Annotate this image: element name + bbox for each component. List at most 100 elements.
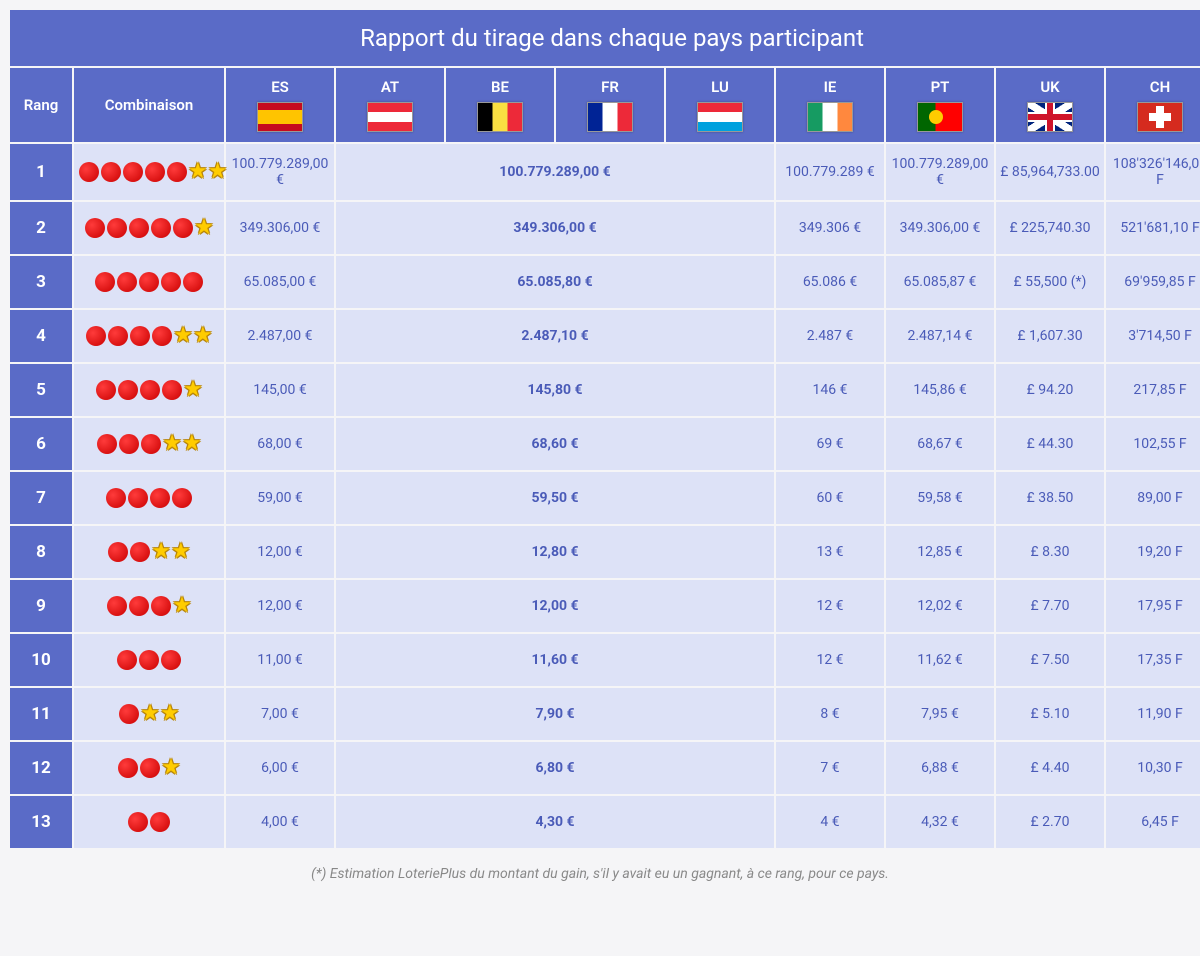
rank-cell: 8	[10, 526, 72, 578]
col-pt: PT	[886, 68, 994, 142]
ball-icon	[108, 542, 128, 562]
value-ie: 4 €	[776, 796, 884, 848]
star-icon: ★	[188, 161, 208, 183]
value-ie: 60 €	[776, 472, 884, 524]
combo-cell: ★	[74, 580, 224, 632]
combo-cell: ★	[74, 364, 224, 416]
value-ie: 13 €	[776, 526, 884, 578]
ball-icon	[117, 272, 137, 292]
country-code: AT	[340, 78, 440, 96]
ball-icon	[118, 758, 138, 778]
flag-ch-icon	[1137, 102, 1183, 132]
ball-icon	[150, 488, 170, 508]
ball-icon	[101, 162, 121, 182]
value-es: 11,00 €	[226, 634, 334, 686]
star-icon: ★	[194, 217, 214, 239]
combo-cell	[74, 256, 224, 308]
combo-cell	[74, 634, 224, 686]
table-row: 6★★68,00 €68,60 €69 €68,67 €£ 44.30102,5…	[10, 418, 1200, 470]
value-uk: £ 94.20	[996, 364, 1104, 416]
ball-icon	[151, 596, 171, 616]
col-at: AT	[336, 68, 444, 142]
ball-icon	[141, 434, 161, 454]
ball-icon	[161, 272, 181, 292]
ball-icon	[130, 326, 150, 346]
value-pt: 145,86 €	[886, 364, 994, 416]
rank-cell: 4	[10, 310, 72, 362]
value-es: 59,00 €	[226, 472, 334, 524]
rank-cell: 11	[10, 688, 72, 740]
star-icon: ★	[193, 325, 213, 347]
table-row: 4★★2.487,00 €2.487,10 €2.487 €2.487,14 €…	[10, 310, 1200, 362]
ball-icon	[107, 218, 127, 238]
value-ch: 108'326'146,05 F	[1106, 144, 1200, 200]
ball-icon	[130, 542, 150, 562]
combo-cell	[74, 472, 224, 524]
title-row: Rapport du tirage dans chaque pays parti…	[10, 10, 1200, 66]
ball-icon	[118, 380, 138, 400]
col-ie: IE	[776, 68, 884, 142]
country-code: PT	[890, 78, 990, 96]
value-ie: 100.779.289 €	[776, 144, 884, 200]
value-merged: 100.779.289,00 €	[336, 144, 774, 200]
value-merged: 65.085,80 €	[336, 256, 774, 308]
col-ch: CH	[1106, 68, 1200, 142]
value-pt: 12,85 €	[886, 526, 994, 578]
ball-icon	[128, 812, 148, 832]
ball-icon	[167, 162, 187, 182]
col-fr: FR	[556, 68, 664, 142]
value-pt: 11,62 €	[886, 634, 994, 686]
value-pt: 65.085,87 €	[886, 256, 994, 308]
ball-icon	[129, 596, 149, 616]
value-ie: 12 €	[776, 634, 884, 686]
value-merged: 12,00 €	[336, 580, 774, 632]
value-ch: 521'681,10 F	[1106, 202, 1200, 254]
ball-icon	[95, 272, 115, 292]
value-ch: 89,00 F	[1106, 472, 1200, 524]
value-ch: 102,55 F	[1106, 418, 1200, 470]
value-ie: 69 €	[776, 418, 884, 470]
combo-cell: ★★	[74, 526, 224, 578]
ball-icon	[119, 434, 139, 454]
table-row: 2★349.306,00 €349.306,00 €349.306 €349.3…	[10, 202, 1200, 254]
value-merged: 11,60 €	[336, 634, 774, 686]
value-uk: £ 5.10	[996, 688, 1104, 740]
value-ie: 7 €	[776, 742, 884, 794]
value-ch: 11,90 F	[1106, 688, 1200, 740]
ball-icon	[129, 218, 149, 238]
col-rank: Rang	[10, 68, 72, 142]
value-ch: 19,20 F	[1106, 526, 1200, 578]
star-icon: ★	[140, 703, 160, 725]
value-ch: 10,30 F	[1106, 742, 1200, 794]
ball-icon	[151, 218, 171, 238]
country-code: ES	[230, 78, 330, 96]
combo-cell: ★	[74, 202, 224, 254]
flag-es-icon	[257, 102, 303, 132]
combo-cell: ★★	[74, 418, 224, 470]
flag-be-icon	[477, 102, 523, 132]
value-es: 4,00 €	[226, 796, 334, 848]
ball-icon	[119, 704, 139, 724]
star-icon: ★	[173, 325, 193, 347]
value-uk: £ 4.40	[996, 742, 1104, 794]
rank-cell: 1	[10, 144, 72, 200]
value-merged: 349.306,00 €	[336, 202, 774, 254]
value-uk: £ 8.30	[996, 526, 1104, 578]
value-es: 2.487,00 €	[226, 310, 334, 362]
star-icon: ★	[161, 757, 181, 779]
value-ch: 217,85 F	[1106, 364, 1200, 416]
country-code: CH	[1110, 78, 1200, 96]
value-ch: 3'714,50 F	[1106, 310, 1200, 362]
star-icon: ★	[160, 703, 180, 725]
table-row: 5★145,00 €145,80 €146 €145,86 €£ 94.2021…	[10, 364, 1200, 416]
value-pt: 59,58 €	[886, 472, 994, 524]
combo-cell	[74, 796, 224, 848]
value-pt: 349.306,00 €	[886, 202, 994, 254]
star-icon: ★	[171, 541, 191, 563]
flag-lu-icon	[697, 102, 743, 132]
value-ch: 6,45 F	[1106, 796, 1200, 848]
value-es: 7,00 €	[226, 688, 334, 740]
value-es: 12,00 €	[226, 526, 334, 578]
star-icon: ★	[182, 433, 202, 455]
value-ie: 12 €	[776, 580, 884, 632]
